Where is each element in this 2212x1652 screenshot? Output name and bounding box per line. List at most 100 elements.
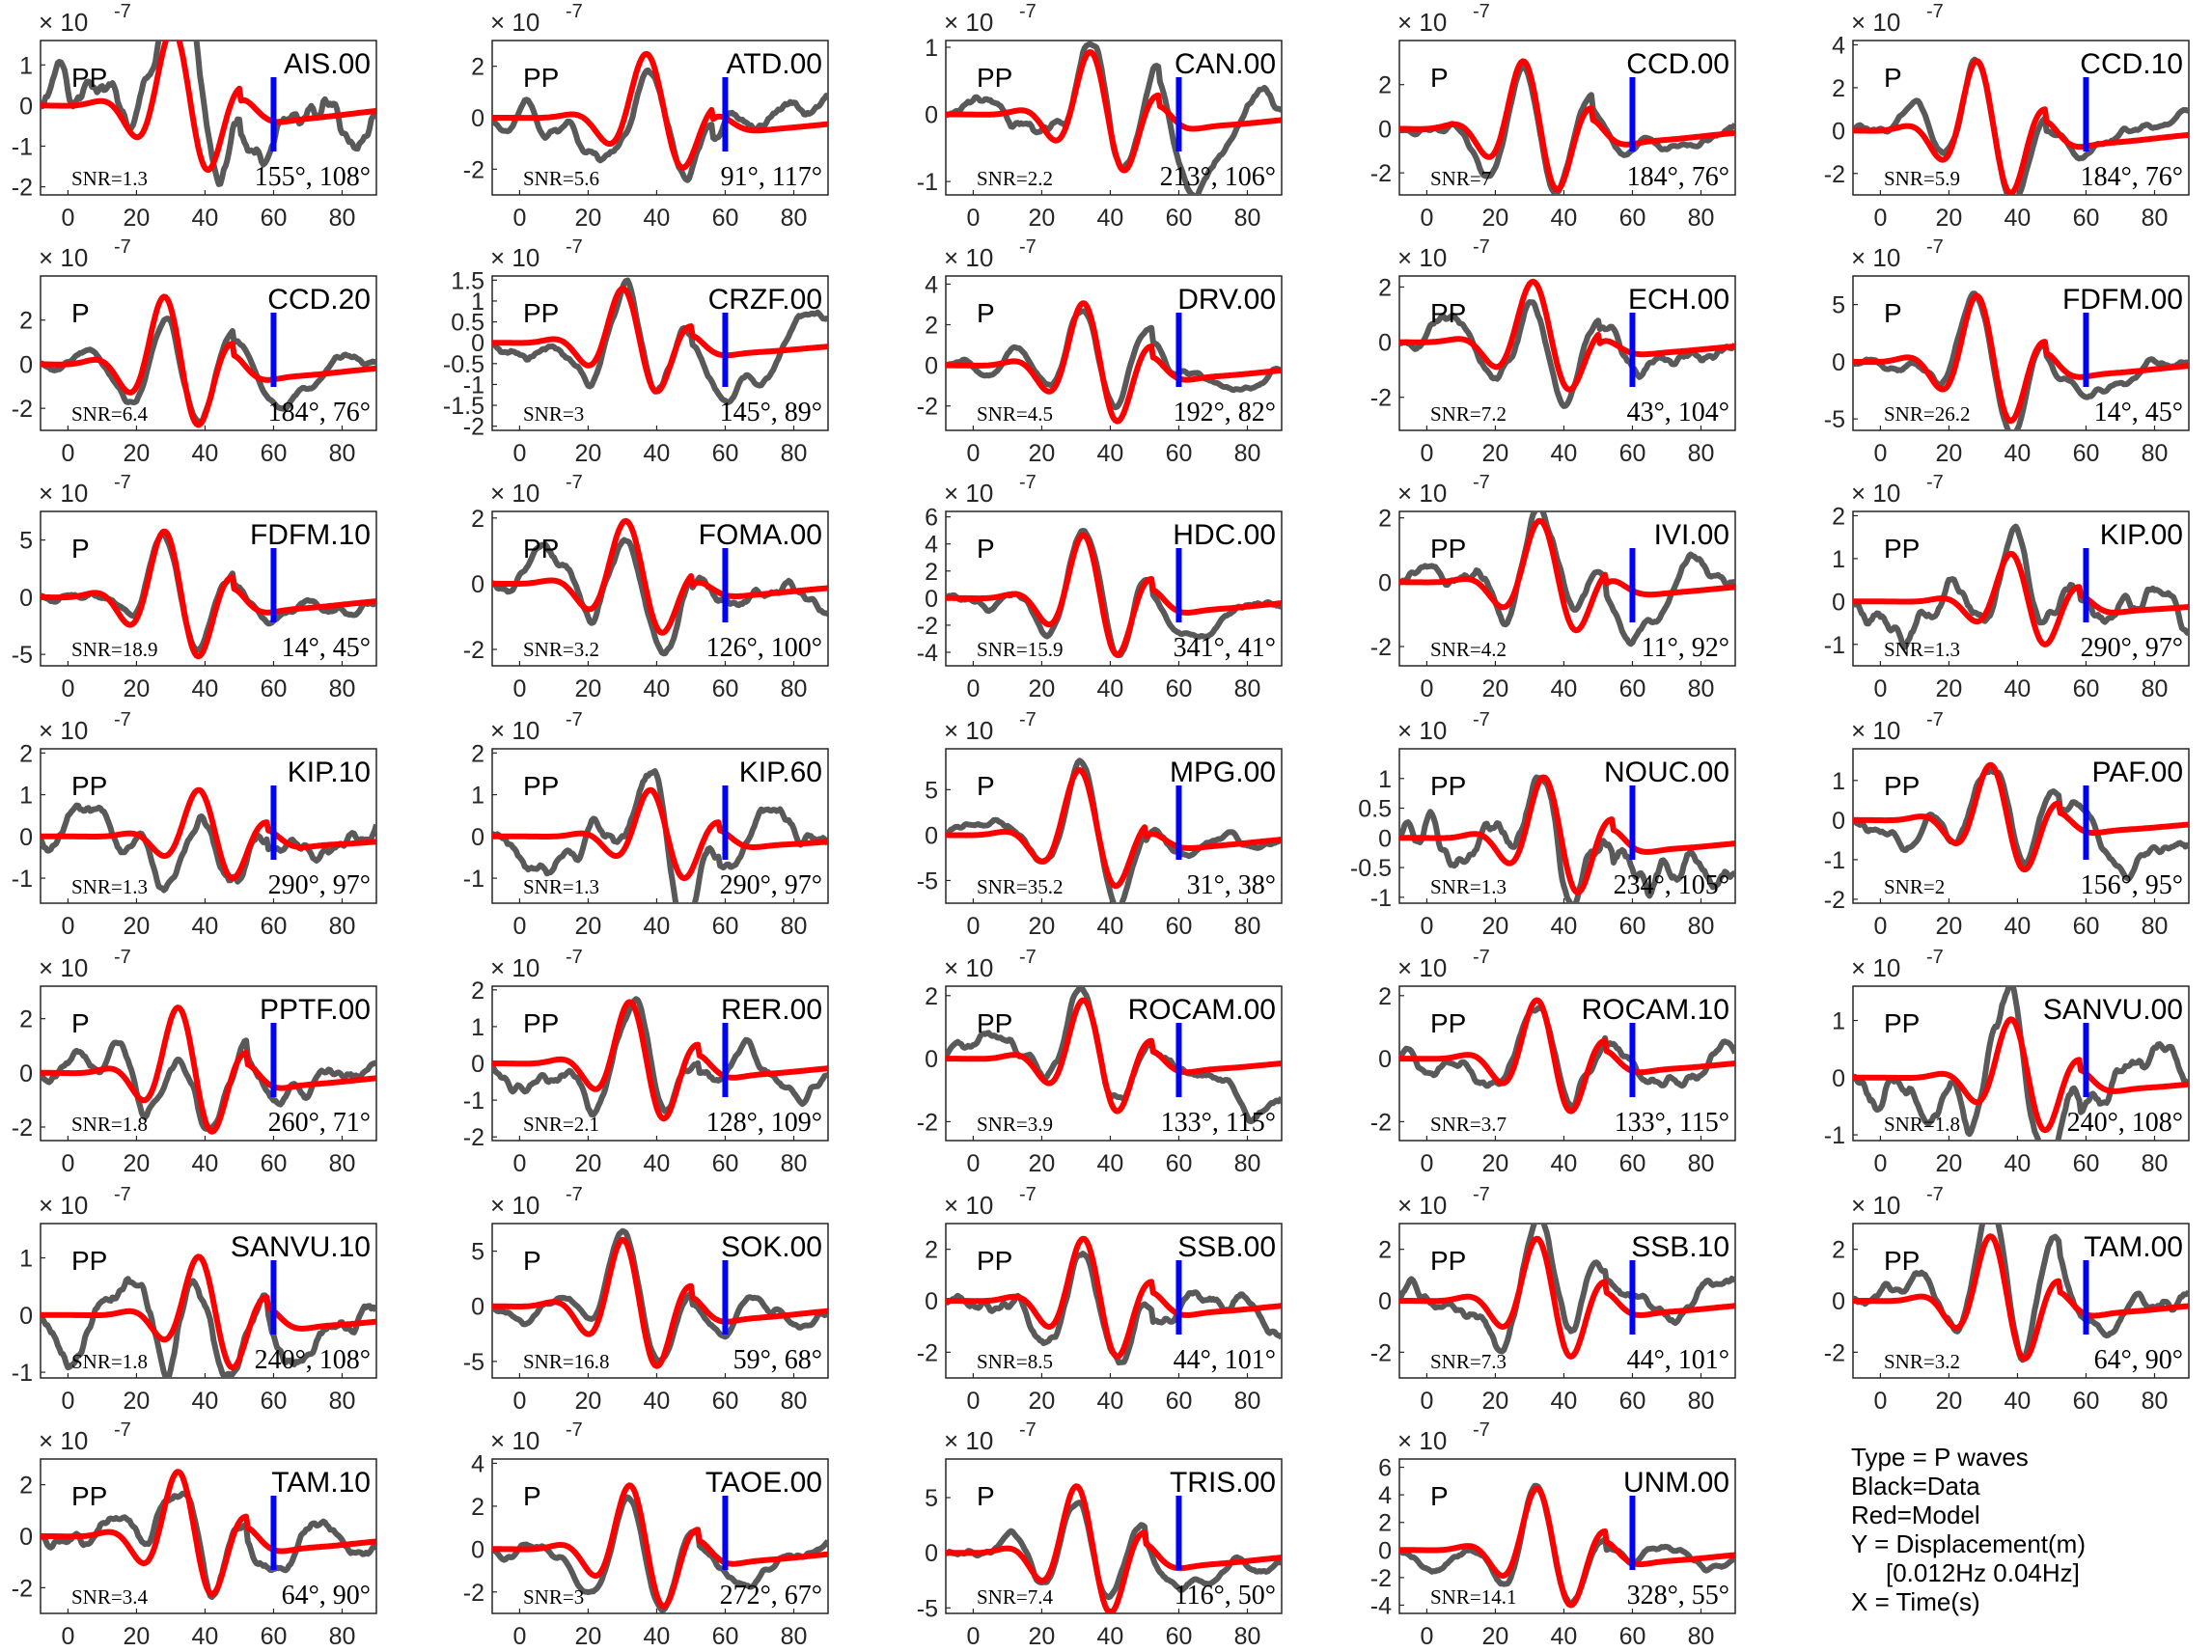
exponent-power: -7 [1019,236,1037,258]
x-tick-label: 80 [329,913,356,940]
data-trace [1853,290,2189,430]
station-label: ROCAM.00 [1128,994,1276,1026]
phase-label: P [523,1481,541,1511]
x-tick-label: 40 [1097,1388,1124,1415]
axes-box [945,985,1283,1142]
x-tick-label: 60 [1619,205,1646,232]
snr-label: SNR=1.8 [71,1113,148,1136]
snr-label: SNR=1.3 [523,875,599,898]
model-trace [492,999,828,1122]
phase-label: PP [1884,771,1920,801]
x-tick-label: 60 [261,1388,288,1415]
subplot-kip-60: × 10 -7 2 1 0 -1 0 20 40 60 80 PP KIP.60 SNR=1.3 290°,… [463,709,829,940]
exponent-label: × 10 [490,1191,539,1220]
model-trace [1853,550,2189,647]
y-tick-label: 1 [19,52,33,79]
x-tick-label: 60 [1166,1388,1193,1415]
y-tick-label: -2 [1370,634,1392,661]
phase-label: PP [1430,534,1466,564]
x-tick-label: 20 [124,913,151,940]
snr-label: SNR=1.3 [71,167,148,190]
x-tick-label: 80 [1688,205,1715,232]
x-tick-label: 60 [1166,440,1193,467]
y-tick-label: 0 [471,105,484,132]
exponent-label: × 10 [1851,8,1900,37]
x-tick-label: 80 [1234,440,1261,467]
model-trace [946,1235,1282,1360]
azimuth-incidence-label: 240°, 108° [255,1345,371,1375]
station-label: SANVU.00 [2043,994,2183,1026]
phase-label: PP [1884,1008,1920,1038]
x-tick-label: 40 [1097,440,1124,467]
data-trace [41,802,376,894]
x-tick-label: 60 [1166,675,1193,702]
y-tick-label: 0 [19,1303,33,1330]
y-tick-label: 0 [19,93,33,120]
subplot-sanvu-00: × 10 -7 1 0 -1 0 20 40 60 80 PP SANVU.00 SNR=1.8 240°… [1824,947,2190,1177]
phase-label: PP [977,1008,1012,1038]
x-tick-label: 80 [2142,1388,2169,1415]
azimuth-incidence-label: 116°, 50° [1175,1581,1276,1611]
data-trace [1399,1005,1735,1111]
station-label: PAF.00 [2092,757,2184,788]
exponent-power: -7 [566,236,583,258]
x-tick-label: 20 [124,1623,151,1650]
phase-label: PP [71,1246,107,1276]
y-tick-label: -2 [12,1575,33,1602]
exponent-label: × 10 [39,479,88,508]
axes-box [40,985,377,1142]
azimuth-incidence-label: 184°, 76° [268,398,371,427]
x-tick-label: 60 [2073,1388,2100,1415]
y-tick-label: 1 [471,1014,484,1041]
y-tick-label: 2 [1378,1510,1392,1537]
x-tick-label: 20 [1936,205,1963,232]
x-tick-label: 40 [1551,675,1578,702]
x-tick-label: 20 [1482,1623,1509,1650]
x-tick-label: 80 [1688,1388,1715,1415]
subplot-sok-00: × 10 -7 5 0 -5 0 20 40 60 80 P SOK.00 SNR=16.8 59°, 6… [463,1184,829,1415]
exponent-label: × 10 [490,479,539,508]
y-tick-label: 1 [19,783,33,810]
y-tick-label: 2 [1378,983,1392,1010]
model-trace [1399,517,1735,634]
y-tick-label: 5 [19,528,33,555]
exponent-label: × 10 [944,243,993,272]
x-tick-label: 60 [712,1388,739,1415]
model-trace [492,50,828,171]
x-tick-label: 40 [1551,1623,1578,1650]
snr-label: SNR=3.2 [1884,1350,1960,1373]
model-trace [492,1236,828,1369]
y-tick-label: 1 [471,783,484,810]
exponent-power: -7 [114,709,131,730]
exponent-label: × 10 [1397,1191,1447,1220]
azimuth-incidence-label: 14°, 45° [282,633,371,663]
station-label: TRIS.00 [1170,1467,1276,1499]
y-tick-label: -2 [12,1115,33,1142]
x-tick-label: 0 [512,1623,526,1650]
x-tick-label: 40 [644,675,671,702]
azimuth-incidence-label: 156°, 95° [2081,870,2183,900]
exponent-power: -7 [1473,947,1490,968]
exponent-power: -7 [1019,472,1037,493]
y-tick-label: -0.5 [1350,855,1392,882]
y-tick-label: 2 [1378,274,1392,301]
x-tick-label: 80 [781,1388,808,1415]
azimuth-incidence-label: 11°, 92° [1642,633,1729,663]
x-tick-label: 0 [1873,440,1887,467]
exponent-power: -7 [566,947,583,968]
x-tick-label: 40 [644,1623,671,1650]
snr-label: SNR=7.3 [1430,1350,1507,1373]
subplot-can-00: × 10 -7 1 0 -1 0 20 40 60 80 PP CAN.00 SNR=2.2 213°, … [917,1,1283,232]
x-tick-label: 40 [2005,1388,2032,1415]
snr-label: SNR=16.8 [523,1350,609,1373]
snr-label: SNR=4.2 [1430,638,1507,661]
x-tick-label: 40 [192,1150,219,1177]
x-tick-label: 60 [1619,913,1646,940]
y-tick-label: 0 [925,1288,938,1315]
axes-box [491,748,829,904]
y-tick-label: 0 [471,571,484,598]
x-tick-label: 20 [1029,913,1056,940]
